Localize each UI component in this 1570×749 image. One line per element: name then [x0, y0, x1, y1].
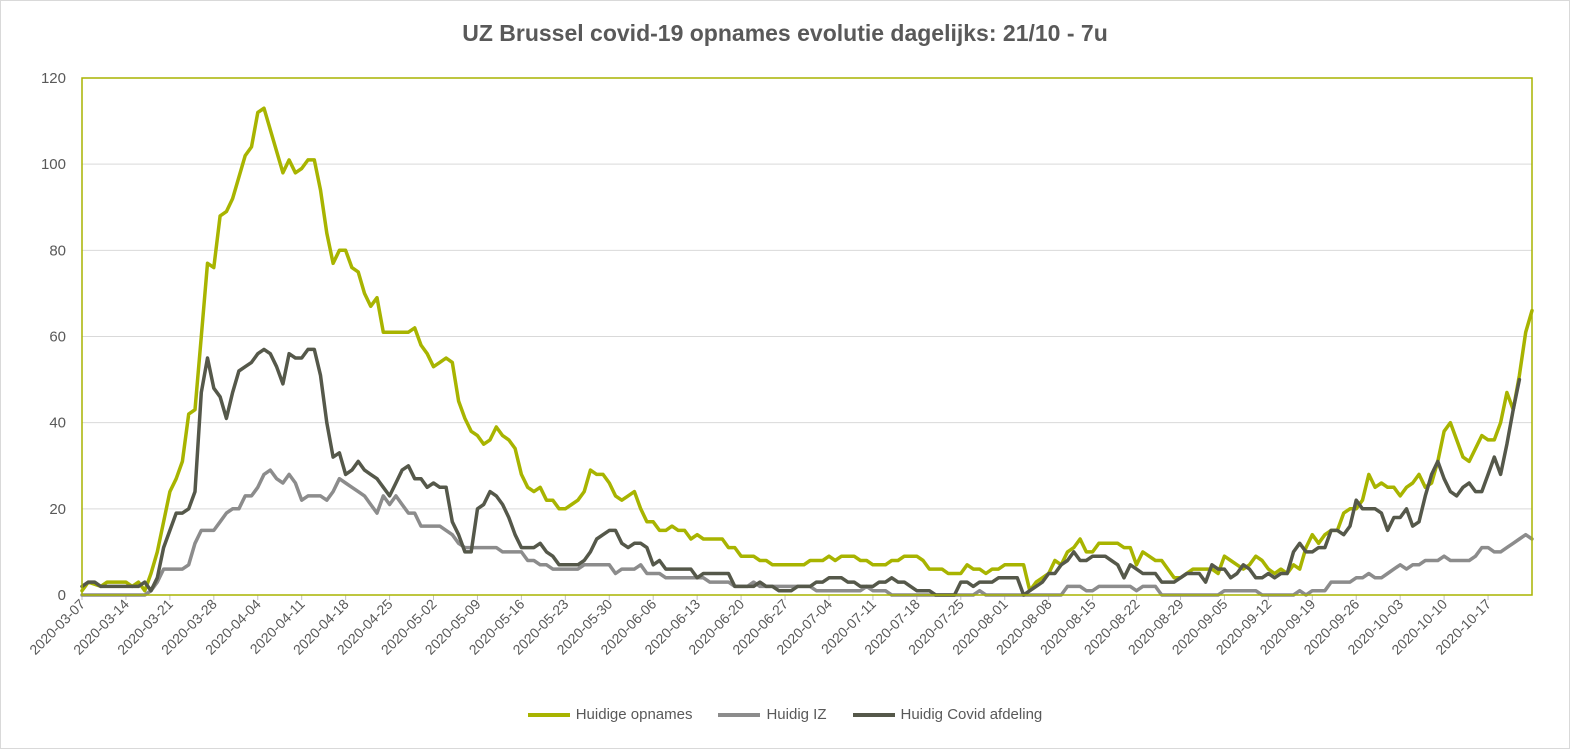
- x-axis-ticks: 2020-03-072020-03-142020-03-212020-03-28…: [26, 595, 1494, 658]
- legend: Huidige opnames Huidig IZ Huidig Covid afd…: [0, 706, 1570, 723]
- series-lines: [80, 106, 1534, 597]
- gridlines: [82, 77, 1532, 596]
- legend-label: Huidige opnames: [575, 706, 693, 723]
- y-tick-label: 100: [41, 156, 66, 173]
- legend-item: Huidig IZ: [718, 706, 827, 723]
- legend-swatch: [527, 712, 570, 717]
- series-line-3: [80, 347, 1522, 597]
- y-tick-label: 80: [49, 242, 66, 259]
- plot-area-border: [81, 77, 1533, 596]
- chart-title: UZ Brussel covid-19 opnames evolutie dag…: [462, 20, 1108, 46]
- y-tick-label: 0: [58, 587, 66, 604]
- y-tick-label: 20: [49, 501, 66, 518]
- legend-item: Huidige opnames: [527, 706, 693, 723]
- y-tick-label: 60: [49, 329, 66, 346]
- y-tick-label: 40: [49, 415, 66, 432]
- y-tick-label: 120: [41, 70, 66, 87]
- legend-label: Huidig Covid afdeling: [900, 706, 1043, 723]
- legend-swatch: [852, 712, 895, 717]
- y-axis-ticks: 0 20 40 60 80 100 120: [41, 70, 66, 604]
- legend-item: Huidig Covid afdeling: [852, 706, 1043, 723]
- series-line-1: [80, 106, 1534, 593]
- series-line-2: [80, 468, 1534, 597]
- legend-swatch: [718, 712, 761, 717]
- legend-label: Huidig IZ: [766, 706, 827, 723]
